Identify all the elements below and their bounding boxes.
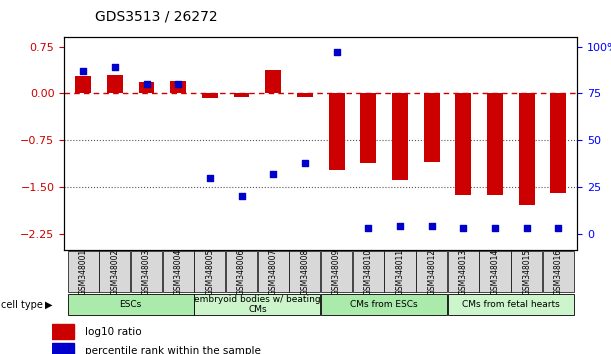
- Text: ▶: ▶: [45, 299, 53, 310]
- FancyBboxPatch shape: [131, 251, 162, 292]
- Text: GSM348011: GSM348011: [395, 249, 404, 295]
- FancyBboxPatch shape: [258, 251, 289, 292]
- FancyBboxPatch shape: [100, 251, 130, 292]
- Text: GSM348014: GSM348014: [491, 249, 500, 295]
- FancyBboxPatch shape: [163, 251, 194, 292]
- FancyBboxPatch shape: [321, 294, 447, 315]
- Point: [268, 171, 278, 177]
- FancyBboxPatch shape: [511, 251, 542, 292]
- Point: [458, 225, 468, 231]
- FancyBboxPatch shape: [448, 251, 479, 292]
- Bar: [392, 93, 408, 179]
- FancyBboxPatch shape: [68, 294, 194, 315]
- Text: GSM348006: GSM348006: [237, 249, 246, 295]
- Point: [395, 224, 405, 229]
- Text: GSM348009: GSM348009: [332, 249, 341, 295]
- Point: [142, 81, 152, 87]
- FancyBboxPatch shape: [194, 251, 225, 292]
- Text: GSM348010: GSM348010: [364, 249, 373, 295]
- Point: [78, 68, 88, 74]
- FancyBboxPatch shape: [384, 251, 415, 292]
- Point: [554, 225, 563, 231]
- Text: GSM348016: GSM348016: [554, 249, 563, 295]
- Text: GSM348008: GSM348008: [301, 249, 309, 295]
- Point: [110, 64, 120, 70]
- Point: [174, 81, 183, 87]
- Bar: [52, 343, 74, 354]
- Bar: [52, 324, 74, 339]
- Text: GSM348012: GSM348012: [427, 249, 436, 295]
- Point: [332, 49, 342, 55]
- Bar: [139, 82, 155, 93]
- Text: GSM348015: GSM348015: [522, 249, 531, 295]
- Text: GSM348002: GSM348002: [111, 249, 119, 295]
- Text: GSM348005: GSM348005: [205, 249, 214, 295]
- Point: [205, 175, 215, 181]
- Bar: [107, 75, 123, 93]
- Text: embryoid bodies w/ beating
CMs: embryoid bodies w/ beating CMs: [194, 295, 321, 314]
- FancyBboxPatch shape: [353, 251, 384, 292]
- Bar: [202, 93, 218, 98]
- FancyBboxPatch shape: [226, 251, 257, 292]
- Bar: [360, 93, 376, 163]
- FancyBboxPatch shape: [321, 251, 352, 292]
- FancyBboxPatch shape: [543, 251, 574, 292]
- FancyBboxPatch shape: [68, 251, 99, 292]
- Bar: [233, 93, 249, 97]
- Bar: [455, 93, 471, 195]
- FancyBboxPatch shape: [416, 251, 447, 292]
- Text: ESCs: ESCs: [120, 300, 142, 309]
- FancyBboxPatch shape: [194, 294, 320, 315]
- Bar: [519, 93, 535, 205]
- Text: GDS3513 / 26272: GDS3513 / 26272: [95, 9, 218, 23]
- Text: GSM348013: GSM348013: [459, 249, 468, 295]
- Text: percentile rank within the sample: percentile rank within the sample: [85, 346, 261, 354]
- Text: GSM348003: GSM348003: [142, 249, 151, 295]
- Bar: [170, 81, 186, 93]
- Bar: [329, 93, 345, 170]
- FancyBboxPatch shape: [448, 294, 574, 315]
- Text: GSM348007: GSM348007: [269, 249, 278, 295]
- Text: log10 ratio: log10 ratio: [85, 326, 142, 337]
- Text: cell type: cell type: [1, 299, 46, 310]
- Bar: [487, 93, 503, 195]
- Bar: [551, 93, 566, 193]
- Point: [236, 194, 246, 199]
- Bar: [424, 93, 439, 162]
- Point: [364, 225, 373, 231]
- Bar: [265, 70, 281, 93]
- FancyBboxPatch shape: [480, 251, 511, 292]
- Text: GSM348001: GSM348001: [79, 249, 87, 295]
- FancyBboxPatch shape: [290, 251, 320, 292]
- Point: [300, 160, 310, 166]
- Text: CMs from ESCs: CMs from ESCs: [350, 300, 418, 309]
- Bar: [297, 93, 313, 97]
- Text: CMs from fetal hearts: CMs from fetal hearts: [462, 300, 560, 309]
- Point: [426, 224, 436, 229]
- Point: [522, 225, 532, 231]
- Bar: [75, 76, 91, 93]
- Point: [490, 225, 500, 231]
- Text: GSM348004: GSM348004: [174, 249, 183, 295]
